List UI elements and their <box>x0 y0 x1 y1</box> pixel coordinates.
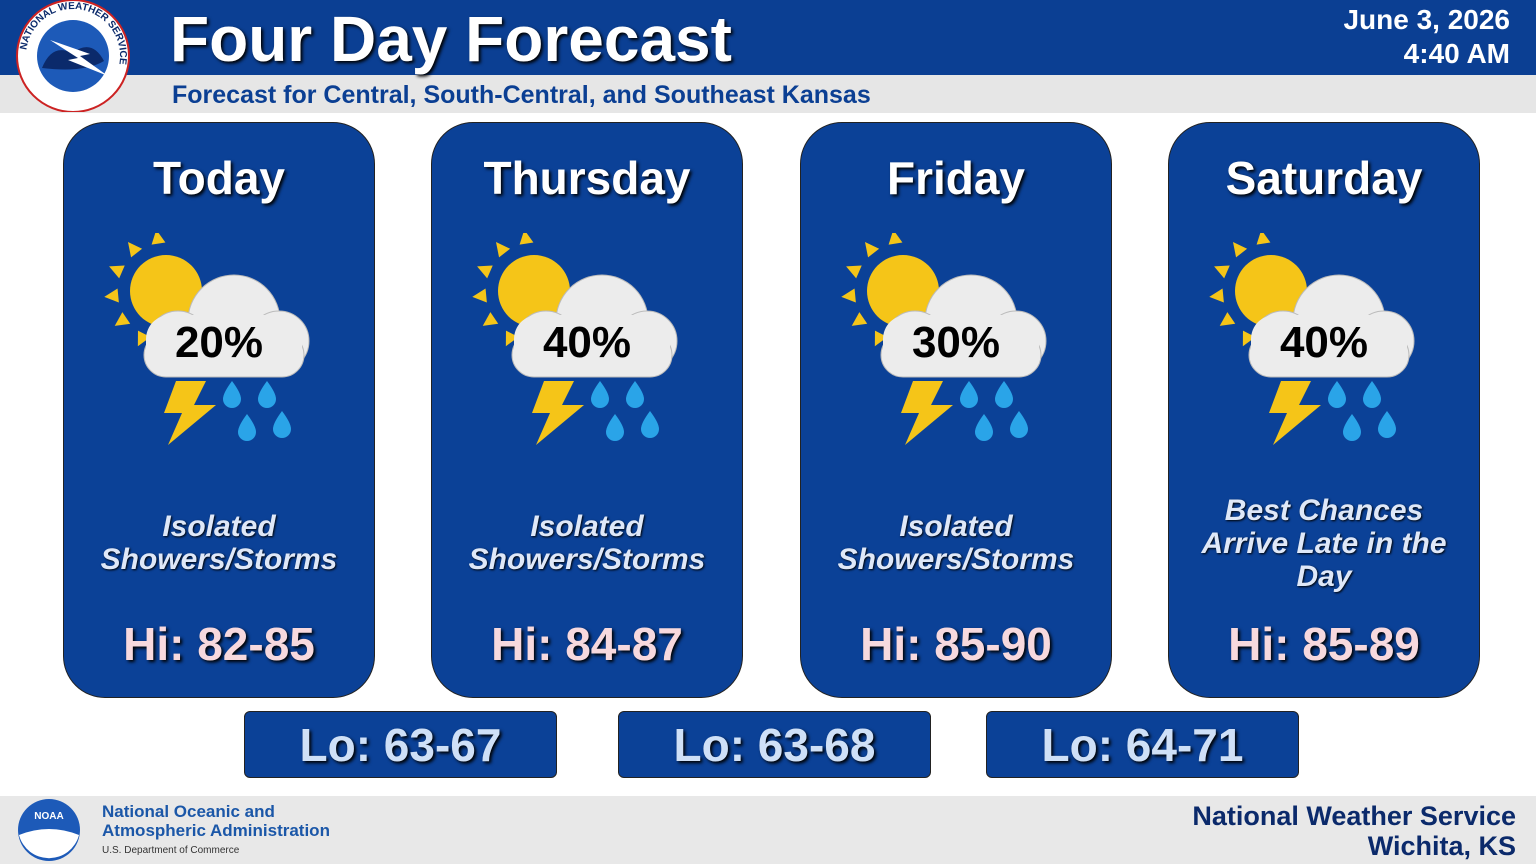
weather-icon: 20% <box>104 233 310 445</box>
footer-bar <box>0 796 1536 864</box>
sun-ray <box>1242 330 1256 347</box>
sun-ray <box>1219 312 1236 326</box>
sun-ray <box>109 265 125 279</box>
low-temperature: Lo: 63-68 <box>618 711 931 778</box>
low-temperature: Lo: 64-71 <box>986 711 1299 778</box>
summary-text: Isolated Showers/Storms <box>837 510 1075 576</box>
issue-time: 4:40 AM <box>1403 38 1510 69</box>
day-card: Saturday 40% Best Chances Arrive Late in t… <box>1168 122 1480 698</box>
summary-text: Isolated Showers/Storms <box>468 510 706 576</box>
low-temperature: Lo: 63-67 <box>244 711 557 778</box>
cloud-fill <box>146 315 302 375</box>
weather-icon: 40% <box>472 233 678 445</box>
agency-name: National Oceanic and <box>102 802 275 821</box>
lightning-bolt <box>901 381 953 445</box>
high-temperature: Hi: 85-89 <box>1228 618 1420 670</box>
weather-icon: 40% <box>1209 233 1415 445</box>
rain-drop <box>975 414 993 441</box>
noaa-logo: NOAA <box>18 799 80 861</box>
rain-drop <box>1328 381 1346 408</box>
sun-disc <box>867 255 939 327</box>
rain-drop <box>223 381 241 408</box>
office-location: Wichita, KS <box>1367 831 1516 861</box>
day-card: Friday 30% Isolated Showers/Storms Hi: 85-9… <box>800 122 1112 698</box>
sun-ray <box>151 233 166 245</box>
sun-ray <box>495 242 511 258</box>
subtitle: Forecast for Central, South-Central, and… <box>172 81 871 109</box>
rain-drop <box>1378 411 1396 438</box>
sun-ray <box>1256 233 1271 245</box>
rain-drop <box>1343 414 1361 441</box>
rain-drop <box>641 411 659 438</box>
rain-drop <box>626 381 644 408</box>
rain-drop <box>1010 411 1028 438</box>
sun-ray <box>874 330 888 347</box>
title: Four Day Forecast <box>170 3 732 75</box>
precip-chance: 40% <box>1280 318 1368 367</box>
rain-drop <box>606 414 624 441</box>
sun-ray <box>477 265 493 279</box>
lightning-bolt <box>532 381 584 445</box>
sun-ray <box>114 312 131 326</box>
nws-logo: NATIONAL WEATHER SERVICE <box>16 0 130 112</box>
high-temperature: Hi: 85-90 <box>860 618 1052 670</box>
forecast-summary: Best Chances Arrive Late in the Day <box>1184 483 1464 603</box>
rain-drop <box>273 411 291 438</box>
day-card: Thursday 40% Isolated Showers/Storms Hi: 84… <box>431 122 743 698</box>
sun-ray <box>127 242 143 258</box>
header-bar <box>0 0 1536 75</box>
day-name: Thursday <box>483 152 691 204</box>
sun-ray <box>482 312 499 326</box>
cloud-fill <box>883 315 1039 375</box>
cloud-fill <box>514 315 670 375</box>
precip-chance: 40% <box>543 318 631 367</box>
cloud-fill <box>1251 315 1407 375</box>
forecast-summary: Isolated Showers/Storms <box>447 483 727 603</box>
agency-name: Atmospheric Administration <box>102 821 330 840</box>
sun-ray <box>505 330 519 347</box>
sun-ray <box>104 288 119 303</box>
lightning-bolt <box>1269 381 1321 445</box>
sun-ray <box>472 288 487 303</box>
day-name: Today <box>152 152 286 204</box>
day-name: Saturday <box>1225 152 1423 204</box>
sun-ray <box>1214 265 1230 279</box>
sun-ray <box>846 265 862 279</box>
forecast-summary: Isolated Showers/Storms <box>79 483 359 603</box>
rain-drop <box>1363 381 1381 408</box>
sun-ray <box>1209 288 1224 303</box>
summary-text: Isolated Showers/Storms <box>100 510 338 576</box>
precip-chance: 30% <box>912 318 1000 367</box>
rain-drop <box>995 381 1013 408</box>
sun-ray <box>137 330 151 347</box>
day-card: Today 20% Isolated Showers/Storms Hi: 82-85 <box>63 122 375 698</box>
weather-icon: 30% <box>841 233 1047 445</box>
high-temperature: Hi: 84-87 <box>491 618 683 670</box>
subtitle-bar <box>0 75 1536 113</box>
noaa-logo-text: NOAA <box>34 811 63 822</box>
sun-ray <box>519 233 534 245</box>
high-temperature: Hi: 82-85 <box>123 618 315 670</box>
office-name: National Weather Service <box>1192 801 1516 831</box>
lightning-bolt <box>164 381 216 445</box>
rain-drop <box>960 381 978 408</box>
sun-ray <box>888 233 903 245</box>
day-name: Friday <box>886 152 1026 204</box>
summary-text: Best Chances Arrive Late in the Day <box>1201 493 1447 593</box>
sun-ray <box>1232 242 1248 258</box>
precip-chance: 20% <box>175 318 263 367</box>
rain-drop <box>258 381 276 408</box>
sun-disc <box>130 255 202 327</box>
sun-ray <box>864 242 880 258</box>
rain-drop <box>238 414 256 441</box>
sun-ray <box>841 288 856 303</box>
sun-ray <box>851 312 868 326</box>
department: U.S. Department of Commerce <box>102 845 240 856</box>
issue-date: June 3, 2026 <box>1343 4 1510 35</box>
sun-disc <box>1235 255 1307 327</box>
forecast-summary: Isolated Showers/Storms <box>816 483 1096 603</box>
rain-drop <box>591 381 609 408</box>
sun-disc <box>498 255 570 327</box>
